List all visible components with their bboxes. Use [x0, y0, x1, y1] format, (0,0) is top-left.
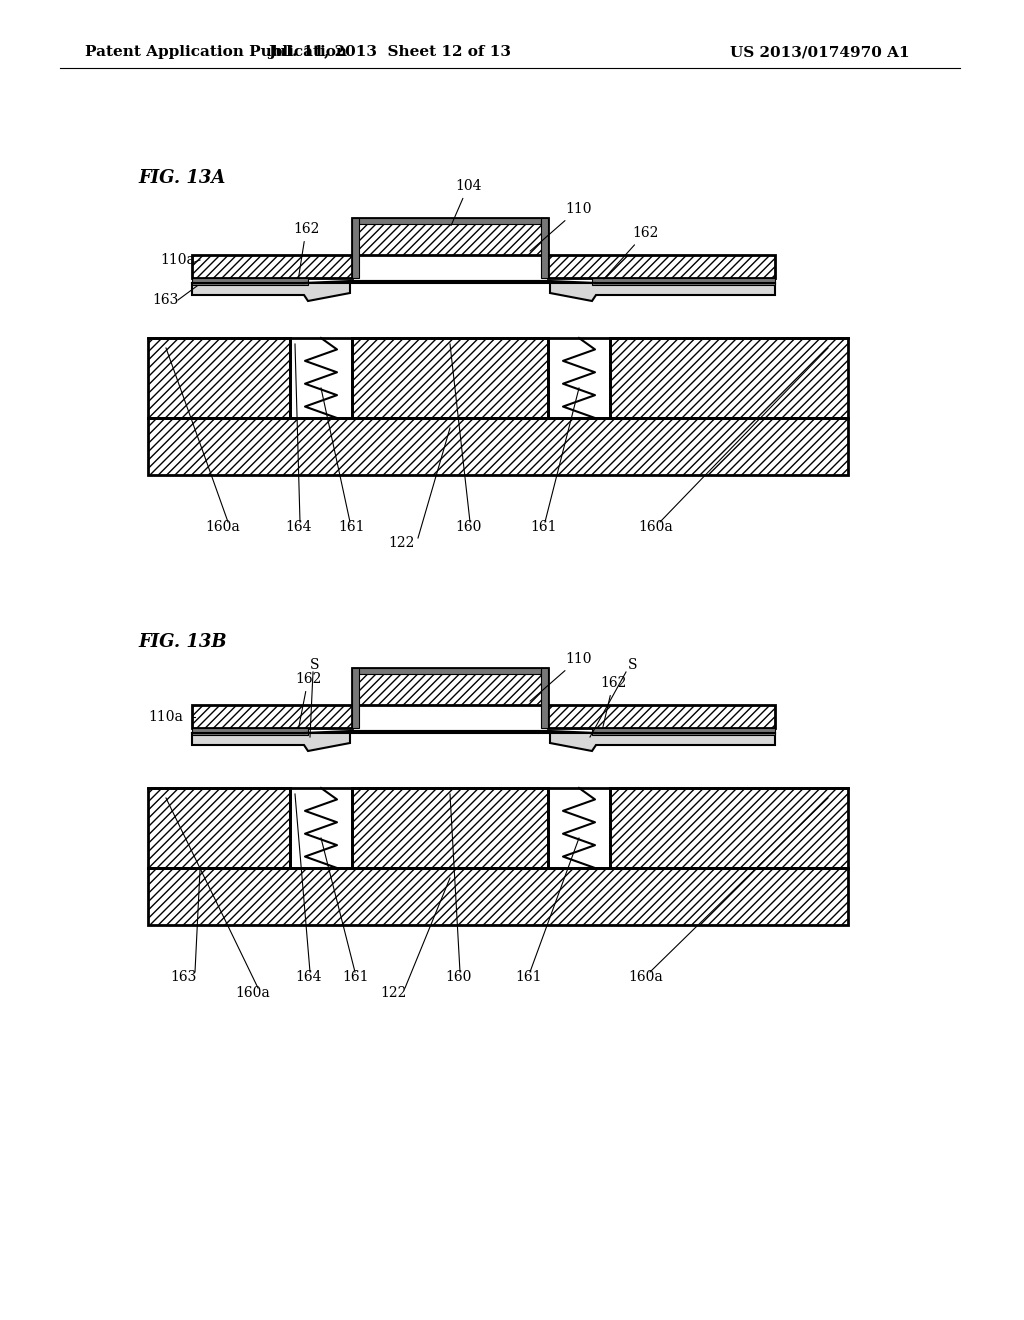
Text: 160a: 160a [638, 520, 673, 535]
Bar [352, 668, 359, 729]
Text: 164: 164 [285, 520, 311, 535]
Text: 163: 163 [152, 293, 178, 308]
Text: 160a: 160a [205, 520, 240, 535]
Bar [193, 729, 308, 735]
Bar [352, 218, 548, 224]
Polygon shape [610, 338, 848, 418]
Text: 160a: 160a [628, 970, 663, 983]
Text: FIG. 13A: FIG. 13A [138, 169, 225, 187]
Text: Patent Application Publication: Patent Application Publication [85, 45, 347, 59]
Text: 110a: 110a [148, 710, 183, 723]
Text: 160a: 160a [234, 986, 269, 1001]
Polygon shape [148, 788, 290, 869]
Text: 160: 160 [445, 970, 471, 983]
Text: 104: 104 [452, 180, 481, 226]
Polygon shape [193, 281, 775, 301]
Bar [193, 279, 308, 285]
Bar [352, 218, 359, 279]
Bar [352, 668, 548, 675]
Polygon shape [352, 338, 548, 418]
Polygon shape [148, 338, 290, 418]
Text: 161: 161 [530, 520, 556, 535]
Text: FIG. 13B: FIG. 13B [138, 634, 226, 651]
Text: Jul. 11, 2013  Sheet 12 of 13: Jul. 11, 2013 Sheet 12 of 13 [268, 45, 512, 59]
Text: 162: 162 [293, 222, 319, 279]
Text: 110: 110 [530, 652, 592, 701]
Bar [592, 729, 775, 735]
Text: 110a: 110a [160, 253, 195, 267]
Bar [592, 279, 775, 285]
Bar [541, 668, 548, 729]
Bar [541, 218, 548, 279]
Text: 161: 161 [338, 520, 365, 535]
Text: 162: 162 [604, 226, 658, 279]
Text: S: S [628, 657, 638, 672]
Polygon shape [193, 668, 775, 729]
Polygon shape [148, 418, 848, 475]
Polygon shape [352, 788, 548, 869]
Text: 162: 162 [600, 676, 627, 729]
Text: 163: 163 [170, 970, 197, 983]
Text: 164: 164 [295, 970, 322, 983]
Polygon shape [193, 731, 775, 751]
Text: 162: 162 [295, 672, 322, 729]
Text: 122: 122 [380, 986, 407, 1001]
Text: S: S [310, 657, 319, 672]
Text: US 2013/0174970 A1: US 2013/0174970 A1 [730, 45, 909, 59]
Text: 110: 110 [530, 202, 592, 251]
Text: 160: 160 [455, 520, 481, 535]
Polygon shape [148, 869, 848, 925]
Polygon shape [193, 218, 775, 279]
Text: 161: 161 [515, 970, 542, 983]
Polygon shape [610, 788, 848, 869]
Text: 122: 122 [388, 536, 415, 550]
Text: 161: 161 [342, 970, 369, 983]
